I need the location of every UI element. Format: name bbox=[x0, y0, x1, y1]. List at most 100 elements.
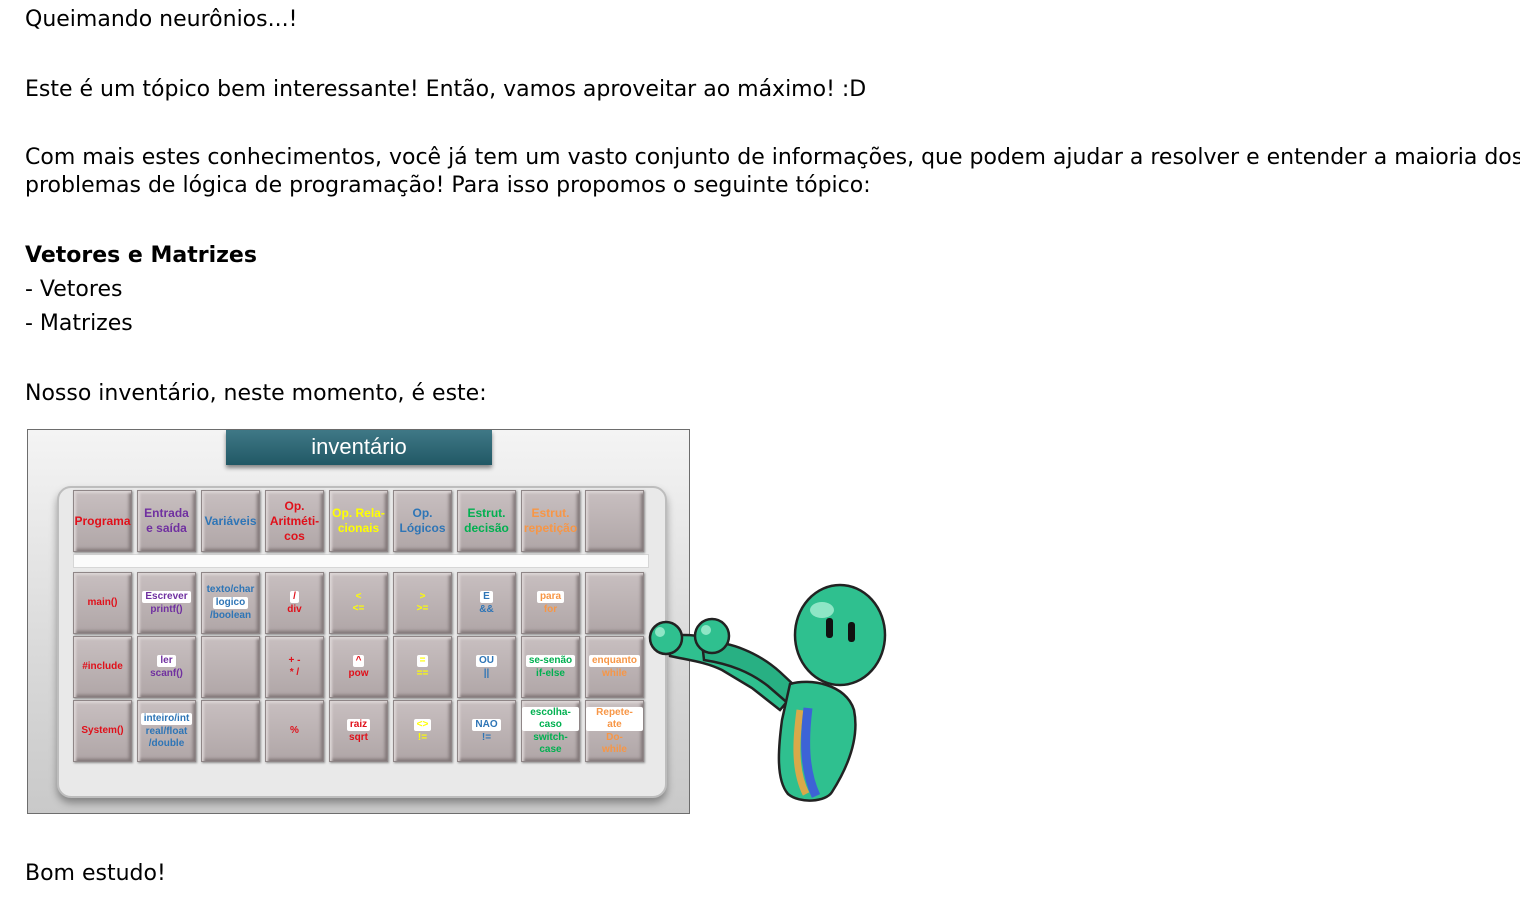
inventory-header-line: e saída bbox=[146, 521, 187, 535]
inventory-cell-text: #include bbox=[82, 661, 123, 672]
inventory-cell: ^ pow bbox=[329, 636, 388, 698]
inventory-cell-text: && bbox=[479, 604, 494, 615]
inventory-header-line: Estrut. bbox=[531, 506, 570, 520]
inventory-cell-text: scanf() bbox=[150, 668, 183, 679]
inventory-cell-text: * / bbox=[289, 667, 300, 678]
inventory-cell-text: case bbox=[539, 744, 562, 755]
inventory-keyword-chip: para bbox=[536, 591, 565, 603]
inventory-cell-text: texto/char bbox=[206, 584, 255, 595]
inventory-cell-text: sqrt bbox=[349, 732, 368, 743]
inventory-cell: NAO != bbox=[457, 700, 516, 762]
inventory-cell-text: div bbox=[287, 604, 302, 615]
inventory-header-estrut-decisao: Estrut. decisão bbox=[457, 490, 516, 552]
inventory-cell-text: || bbox=[483, 668, 490, 679]
inventory-header-line: Op. Rela- bbox=[332, 506, 385, 520]
inventory-cell-text: < bbox=[355, 591, 362, 602]
inventory-header-entrada-e-saida: Entrada e saída bbox=[137, 490, 196, 552]
inventory-cell: OU || bbox=[457, 636, 516, 698]
inventory-keyword-chip: se-senão bbox=[525, 655, 576, 667]
inventory-cell: para for bbox=[521, 572, 580, 634]
inventory-header-variaveis: Variáveis bbox=[201, 490, 260, 552]
inventory-header-programa: Programa bbox=[73, 490, 132, 552]
inventory-cell: % bbox=[265, 700, 324, 762]
inventory-keyword-chip: E bbox=[480, 591, 493, 603]
topic-item-vetores: - Vetores bbox=[25, 277, 123, 302]
inventory-header-line: cos bbox=[284, 528, 305, 543]
inventory-header-line: Aritméti- bbox=[269, 513, 320, 528]
inventory-cell-text: == bbox=[416, 668, 429, 679]
inventory-cell: texto/char logico/boolean bbox=[201, 572, 260, 634]
inventory-cell bbox=[201, 636, 260, 698]
mascot-character-illustration bbox=[648, 583, 887, 802]
inventory-cell-text: % bbox=[290, 725, 299, 736]
inventory-cell: System() bbox=[73, 700, 132, 762]
inventory-keyword-chip: = bbox=[416, 655, 429, 667]
inventory-keyword-chip: NAO bbox=[472, 719, 501, 731]
inventory-figure: Programa Entrada e saída Variáveis Op. Aritmé… bbox=[27, 429, 690, 814]
inventory-header-op-logicos: Op. Lógicos bbox=[393, 490, 452, 552]
inventory-header-empty bbox=[585, 490, 644, 552]
inventory-keyword-chip: ler bbox=[157, 655, 176, 667]
inventory-keyword-chip: / bbox=[290, 591, 299, 603]
inventory-header-line: Entrada bbox=[144, 506, 189, 520]
inventory-cell-text: main() bbox=[87, 597, 118, 608]
inventory-keyword-chip: enquanto bbox=[589, 655, 640, 667]
inventory-cell-text: > bbox=[419, 591, 426, 602]
inventory-cell-text: /boolean bbox=[209, 610, 252, 621]
inventory-cell-text: pow bbox=[348, 668, 369, 679]
inventory-header-line: Variáveis bbox=[204, 513, 257, 528]
inventory-header-line: Lógicos bbox=[399, 521, 446, 535]
inventory-cell-text: while bbox=[601, 744, 627, 755]
inventory-keyword-chip: Escrever bbox=[142, 591, 191, 603]
inventory-header-line: Programa bbox=[74, 513, 131, 528]
closing-text: Bom estudo! bbox=[25, 861, 166, 886]
inventory-cell: + - * / bbox=[265, 636, 324, 698]
inventory-cell-text: != bbox=[481, 732, 492, 743]
inventory-header-line: Op. bbox=[412, 506, 433, 520]
intro-text: Queimando neurônios...! bbox=[25, 7, 298, 32]
inventory-cell-text: System() bbox=[81, 725, 124, 736]
inventory-cell-text: real/float bbox=[145, 726, 188, 737]
inventory-intro: Nosso inventário, neste momento, é este: bbox=[25, 381, 487, 406]
inventory-header-line: Estrut. bbox=[467, 506, 506, 520]
inventory-keyword-chip: raiz bbox=[346, 719, 371, 731]
inventory-cell-text: <= bbox=[352, 603, 365, 614]
inventory-cell: E && bbox=[457, 572, 516, 634]
inventory-keyword-chip: OU bbox=[476, 655, 497, 667]
inventory-keyword-chip: ^ bbox=[352, 655, 365, 667]
paragraph-2-line-1: Com mais estes conhecimentos, você já te… bbox=[25, 145, 1520, 170]
inventory-cell-text: if-else bbox=[536, 668, 565, 679]
inventory-cell-text: /double bbox=[148, 738, 185, 749]
inventory-cell bbox=[585, 572, 644, 634]
inventory-cell-text: printf() bbox=[150, 604, 183, 615]
inventory-cell: / div bbox=[265, 572, 324, 634]
inventory-cell-text: logico bbox=[212, 597, 249, 609]
inventory-cell-text: Do- bbox=[606, 732, 623, 743]
inventory-cell bbox=[201, 700, 260, 762]
inventory-board: Programa Entrada e saída Variáveis Op. Aritmé… bbox=[57, 486, 667, 798]
inventory-cell: escolha-caso switch-case bbox=[521, 700, 580, 762]
inventory-cell: #include bbox=[73, 636, 132, 698]
inventory-header-op-aritmeti-cos: Op. Aritméti-cos bbox=[265, 490, 324, 552]
inventory-header-line: decisão bbox=[464, 521, 509, 535]
inventory-cell-text: switch- bbox=[533, 732, 568, 743]
inventory-keyword-chip: escolha-caso bbox=[522, 707, 579, 731]
inventory-cell: Escrever printf() bbox=[137, 572, 196, 634]
inventory-cell: Repete-ate Do-while bbox=[585, 700, 644, 762]
inventory-header-line: Op. bbox=[284, 498, 305, 513]
inventory-header-estrut-repeticao: Estrut. repetição bbox=[521, 490, 580, 552]
inventory-title: inventário bbox=[226, 430, 492, 465]
inventory-cell: = == bbox=[393, 636, 452, 698]
inventory-header-line: cionais bbox=[337, 521, 380, 535]
inventory-cell-text: for bbox=[543, 604, 558, 615]
inventory-cell: ler scanf() bbox=[137, 636, 196, 698]
inventory-cell: enquanto while bbox=[585, 636, 644, 698]
inventory-keyword-chip: <> bbox=[413, 719, 432, 731]
inventory-cell-text: != bbox=[417, 732, 428, 743]
inventory-cell: main() bbox=[73, 572, 132, 634]
paragraph-1: Este é um tópico bem interessante! Então… bbox=[25, 77, 867, 102]
inventory-cell-text: >= bbox=[416, 603, 429, 614]
inventory-cell-text: while bbox=[601, 668, 627, 679]
inventory-header-op-rela-cionais: Op. Rela-cionais bbox=[329, 490, 388, 552]
inventory-cell: se-senão if-else bbox=[521, 636, 580, 698]
